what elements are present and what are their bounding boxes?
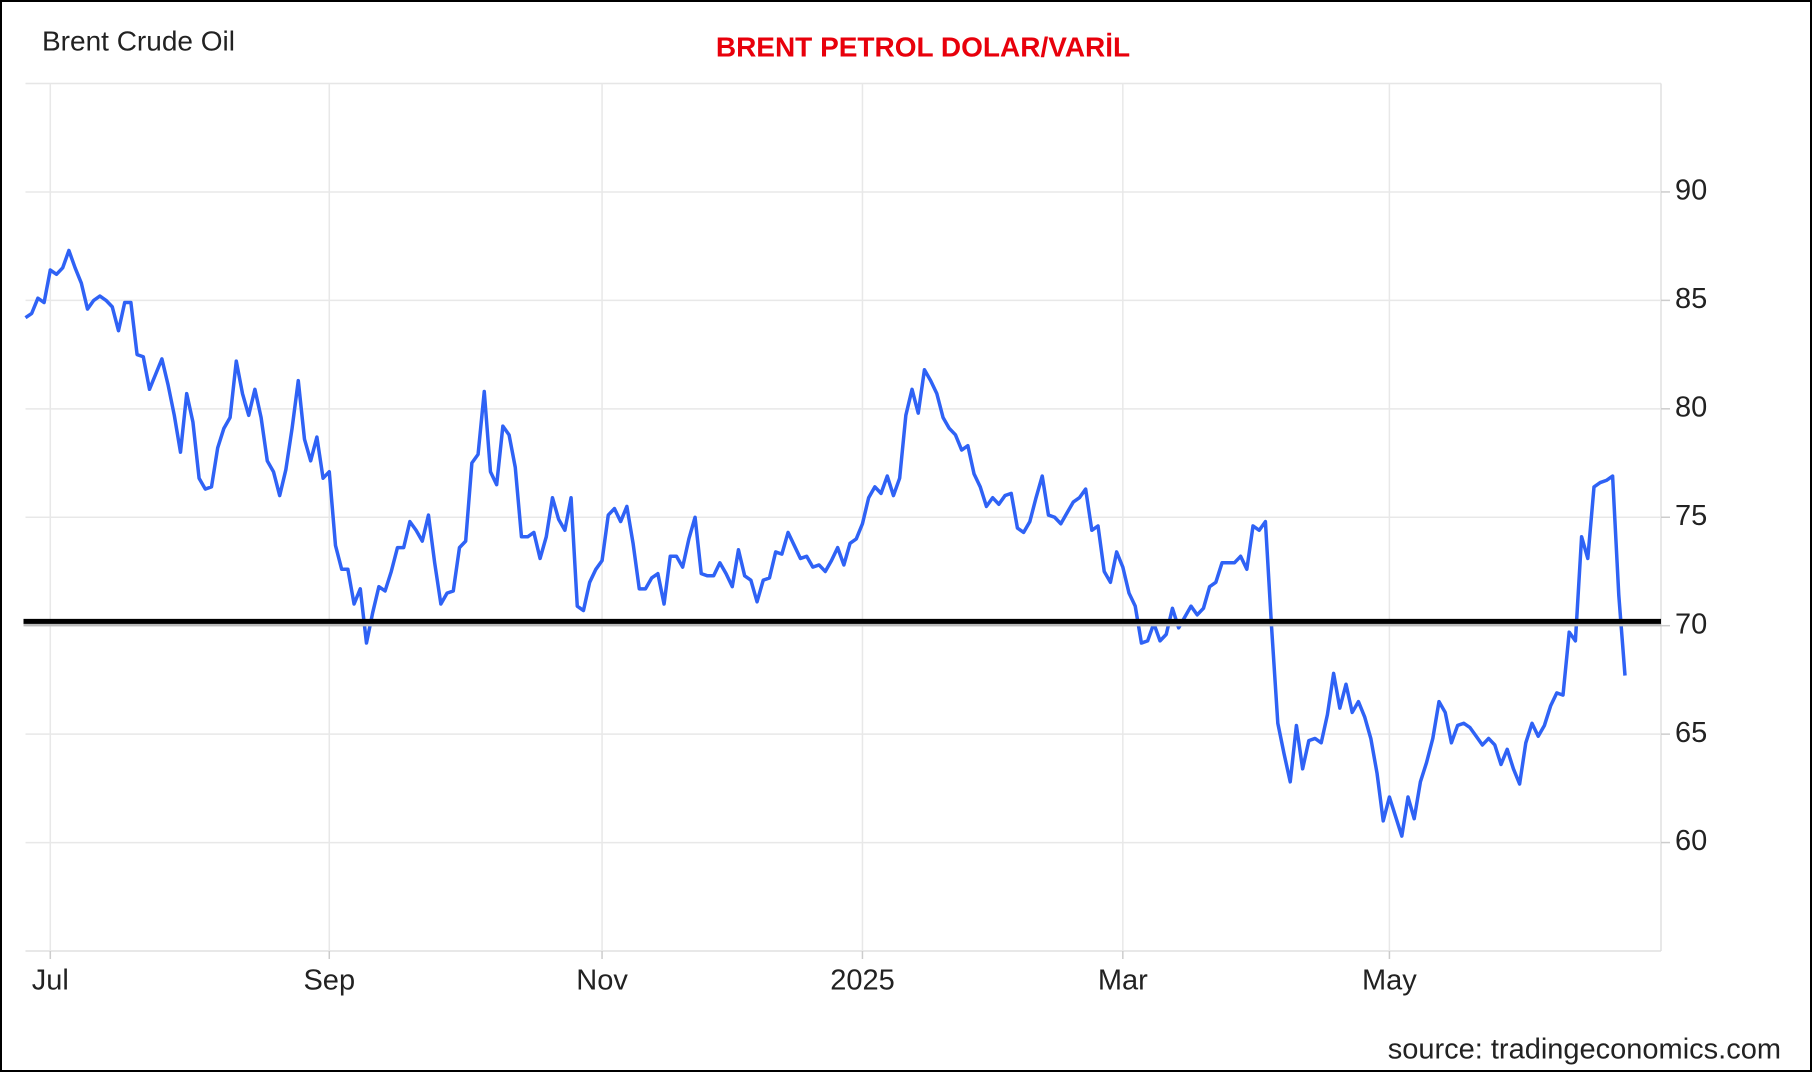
- series-label: Brent Crude Oil: [42, 25, 235, 56]
- y-tick-label: 65: [1675, 717, 1707, 749]
- x-tick-label: Sep: [303, 965, 355, 997]
- y-tick-label: 90: [1675, 175, 1707, 207]
- y-tick-label: 70: [1675, 608, 1707, 640]
- source: source: tradingeconomics.com: [1388, 1034, 1781, 1066]
- y-tick-label: 75: [1675, 500, 1707, 532]
- x-tick-label: Nov: [576, 965, 628, 997]
- y-tick-label: 85: [1675, 283, 1707, 315]
- y-tick-label: 80: [1675, 391, 1707, 423]
- x-tick-label: Jul: [32, 965, 69, 997]
- price-line: [24, 248, 1627, 838]
- x-tick-label: May: [1362, 965, 1417, 997]
- y-tick-label: 60: [1675, 825, 1707, 857]
- x-tick-label: 2025: [830, 965, 895, 997]
- chart-title: BRENT PETROL DOLAR/VARİL: [716, 31, 1130, 62]
- x-tick-label: Mar: [1098, 965, 1148, 997]
